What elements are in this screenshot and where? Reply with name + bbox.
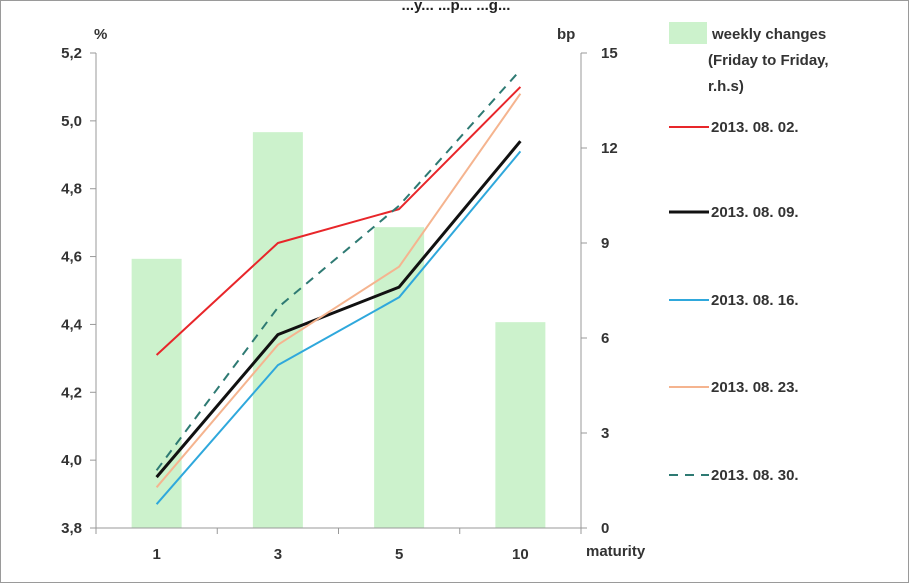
y-left-tick-label: 4,0 [61,452,82,469]
legend-series-label: 2013. 08. 23. [711,379,799,396]
weekly-change-bar [495,322,546,528]
legend-series-label: 2013. 08. 30. [711,467,799,484]
x-axis-label: maturity [586,543,646,560]
legend-bar-label: r.h.s) [708,78,744,95]
series-line [155,150,522,505]
y-right-tick-label: 15 [601,45,618,62]
weekly-change-bar [252,132,303,528]
legend-bar-label: (Friday to Friday, [708,52,829,69]
y-left-tick-label: 5,2 [61,45,82,62]
y-right-unit: bp [557,26,575,43]
y-left-tick-label: 3,8 [61,520,82,537]
legend-series-label: 2013. 08. 16. [711,292,799,309]
y-right-tick-label: 3 [601,425,609,442]
x-tick-label: 10 [512,546,529,563]
legend-series-label: 2013. 08. 09. [711,204,799,221]
series-line [155,93,522,488]
x-tick-label: 3 [274,546,282,563]
legend-bar-swatch [669,22,707,44]
series-line [155,140,522,479]
y-right-tick-label: 12 [601,140,618,157]
axes-layer [90,52,587,534]
legend-bar-label: weekly changes [711,26,826,43]
x-tick-label: 1 [152,546,160,563]
ticks-layer: 3,8 4,0 4,2 4,4 4,6 4,8 5,0 5,2 0 3 6 9 12 15 1 3 5 10 [61,45,618,563]
legend-series-label: 2013. 08. 02. [711,119,799,136]
y-right-tick-label: 9 [601,235,609,252]
y-right-tick-label: 6 [601,330,609,347]
legend: weekly changes (Friday to Friday, r.h.s) 20… [669,22,829,484]
series-line [155,86,522,356]
y-left-tick-label: 5,0 [61,113,82,130]
y-left-unit: % [94,26,107,43]
y-left-tick-label: 4,6 [61,249,82,266]
lines-layer [155,69,522,505]
y-left-tick-label: 4,2 [61,384,82,401]
x-tick-label: 5 [395,546,403,563]
y-left-tick-label: 4,4 [61,316,83,333]
weekly-change-bar [131,258,182,528]
y-right-tick-label: 0 [601,520,609,537]
series-line [155,69,522,471]
weekly-change-bar [374,227,425,528]
chart-top-title: ...y... ...p... ...g... [402,1,511,14]
y-left-tick-label: 4,8 [61,181,82,198]
